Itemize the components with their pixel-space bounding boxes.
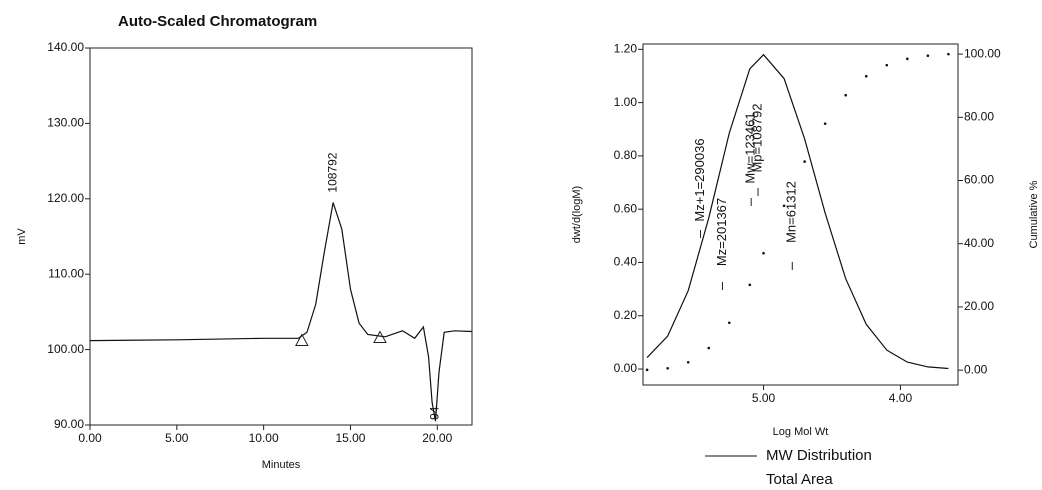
cumulative-dot bbox=[906, 57, 909, 61]
y-tick-label: 0.00 bbox=[614, 361, 638, 375]
y-tick-label: 100.00 bbox=[47, 342, 84, 356]
x-axis-label: Log Mol Wt bbox=[773, 426, 829, 438]
cumulative-dot bbox=[803, 160, 806, 163]
annotation: Mz=201367 bbox=[714, 198, 729, 266]
cumulative-dot bbox=[844, 93, 847, 97]
y-tick-label: 0.60 bbox=[614, 201, 638, 215]
data-line bbox=[646, 53, 949, 370]
cumulative-dot bbox=[885, 63, 889, 67]
cumulative-dot bbox=[748, 283, 752, 287]
peak-marker bbox=[373, 330, 387, 344]
x-tick-label: 5.00 bbox=[165, 431, 189, 445]
y-tick-label: 0.20 bbox=[614, 308, 638, 322]
cumulative-dot bbox=[666, 366, 669, 370]
cumulative-dot bbox=[707, 346, 711, 350]
x-tick-label: 4.00 bbox=[889, 391, 913, 405]
cumulative-dot bbox=[823, 122, 827, 125]
y-tick-label: 1.20 bbox=[614, 42, 638, 56]
y2-tick-label: 40.00 bbox=[964, 236, 994, 250]
y-axis-label: mV bbox=[16, 228, 28, 245]
y-tick-label: 0.40 bbox=[614, 255, 638, 269]
chart-title: Auto-Scaled Chromatogram bbox=[118, 13, 317, 30]
y-tick-label: 1.00 bbox=[614, 95, 638, 109]
peak-label: 94 bbox=[428, 406, 442, 420]
annotation: Mz+1=290036 bbox=[692, 138, 707, 221]
x-axis-label: Minutes bbox=[262, 459, 301, 471]
y-tick-label: 130.00 bbox=[47, 116, 84, 130]
peak-label: 108792 bbox=[325, 152, 339, 192]
x-tick-label: 0.00 bbox=[78, 431, 102, 445]
y2-tick-label: 0.00 bbox=[964, 362, 988, 376]
y2-tick-label: 80.00 bbox=[964, 109, 994, 123]
peak-marker bbox=[294, 333, 309, 347]
y-tick-label: 110.00 bbox=[48, 266, 84, 280]
plot-frame bbox=[642, 43, 959, 386]
cumulative-dot bbox=[926, 54, 930, 57]
y2-tick-label: 100.00 bbox=[964, 46, 1001, 60]
annotation: Mp=108792 bbox=[749, 103, 764, 172]
x-tick-label: 10.00 bbox=[249, 431, 279, 445]
cumulative-dot bbox=[727, 321, 731, 325]
y-axis-label: dwt/d(logM) bbox=[571, 186, 583, 243]
legend-note: Total Area bbox=[766, 471, 833, 488]
y-tick-label: 120.00 bbox=[47, 191, 84, 205]
y2-axis-label: Cumulative % bbox=[1028, 180, 1040, 248]
annotation: Mn=61312 bbox=[784, 181, 799, 243]
cumulative-dot bbox=[686, 360, 690, 364]
x-tick-label: 5.00 bbox=[752, 391, 776, 405]
cumulative-dot bbox=[864, 74, 868, 78]
x-tick-label: 20.00 bbox=[422, 431, 452, 445]
y2-tick-label: 20.00 bbox=[964, 299, 994, 313]
y-tick-label: 140.00 bbox=[47, 40, 84, 54]
x-tick-label: 15.00 bbox=[335, 431, 365, 445]
plot-frame bbox=[89, 47, 473, 426]
cumulative-dot bbox=[645, 368, 649, 372]
cumulative-dot bbox=[782, 204, 786, 208]
y-tick-label: 90.00 bbox=[54, 417, 84, 431]
y2-tick-label: 60.00 bbox=[964, 173, 994, 187]
annotation: Mw=123461 bbox=[743, 112, 758, 183]
legend-label: MW Distribution bbox=[766, 447, 872, 464]
data-line bbox=[89, 202, 473, 422]
cumulative-dot bbox=[762, 251, 765, 255]
y-tick-label: 0.80 bbox=[614, 148, 638, 162]
cumulative-dot bbox=[947, 52, 950, 56]
